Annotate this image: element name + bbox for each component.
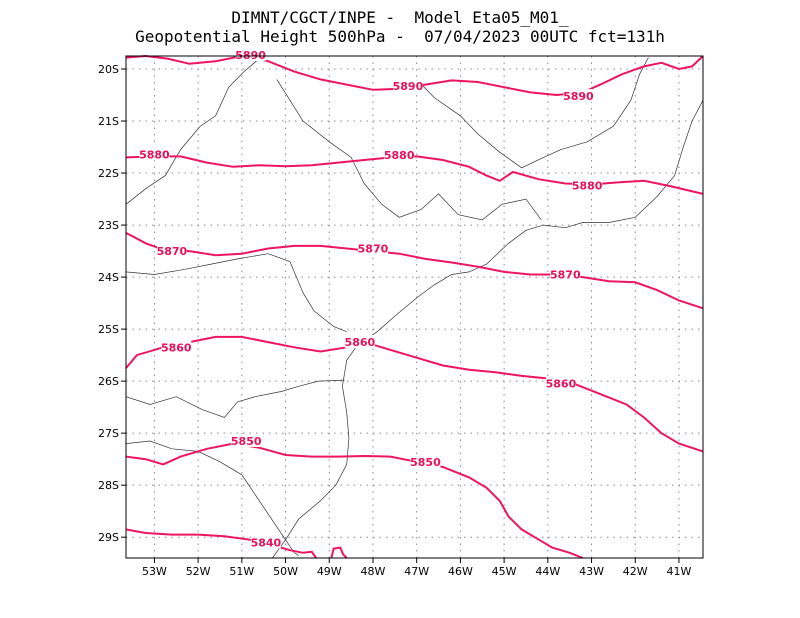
lon-tick-label: 41W [667, 565, 692, 578]
contour-label: 5870 [550, 268, 581, 281]
contour-line-5860 [125, 335, 704, 453]
map-title-line1: DIMNT/CGCT/INPE - Model Eta05_M01_ [231, 8, 569, 27]
contour-label: 5860 [546, 378, 577, 391]
lat-tick-label: 23S [98, 219, 119, 232]
lat-tick-label: 24S [98, 271, 119, 284]
contour-label: 5840 [251, 536, 282, 549]
contour-line-5850 [125, 442, 584, 559]
contour-label: 5880 [572, 180, 603, 193]
state-border-line [125, 253, 347, 333]
contour-label-backing [344, 335, 375, 349]
lon-tick-label: 44W [535, 565, 560, 578]
contour-label-backing [545, 376, 576, 390]
lat-tick-label: 26S [98, 375, 119, 388]
lon-tick-label: 47W [404, 565, 429, 578]
contour-labels: 5890 5890 5890 5880 5880 5880 5870 5870 5870 5860… [139, 47, 603, 549]
state-border-line [416, 57, 649, 169]
contour-label-backing [563, 89, 594, 103]
contour-label: 5850 [410, 456, 441, 469]
lat-tick-label: 20S [98, 63, 119, 76]
lon-tick-label: 43W [579, 565, 604, 578]
lon-tick-label: 51W [229, 565, 254, 578]
axis-ticks: 53W 52W 51W 50W 49W 48W 47W 46W 45W 44W 43W 42W 41W 2… [98, 63, 692, 578]
contour-label: 5890 [563, 90, 594, 103]
lon-tick-label: 48W [361, 565, 386, 578]
lon-tick-label: 49W [317, 565, 342, 578]
contour-label: 5860 [161, 341, 192, 354]
lat-tick-label: 27S [98, 427, 119, 440]
contour-line-5890 [125, 54, 704, 97]
contour-label-backing [392, 79, 423, 93]
contour-label-backing [410, 454, 441, 468]
map-title-line2: Geopotential Height 500hPa - 07/04/2023 … [135, 27, 665, 46]
contour-label-backing [250, 535, 281, 549]
lat-tick-label: 29S [98, 531, 119, 544]
contour-label-backing [139, 147, 170, 161]
state-borders [125, 57, 704, 559]
lon-tick-label: 52W [186, 565, 211, 578]
contour-line-5880 [125, 155, 704, 195]
lat-tick-label: 28S [98, 479, 119, 492]
lat-tick-label: 25S [98, 323, 119, 336]
coastline [272, 100, 704, 559]
contour-label-backing [572, 178, 603, 192]
contour-label: 5850 [231, 435, 262, 448]
contour-label: 5890 [393, 80, 424, 93]
contour-line-5840 [125, 528, 317, 559]
contour-label-backing [384, 147, 415, 161]
contour-label: 5870 [358, 242, 389, 255]
lon-tick-label: 45W [492, 565, 517, 578]
state-border-line [125, 379, 345, 418]
contour-label: 5870 [157, 245, 188, 258]
contour-label-backing [550, 267, 581, 281]
map-frame [125, 55, 704, 559]
contour-fragment [330, 546, 348, 559]
lon-tick-label: 53W [142, 565, 167, 578]
lat-tick-label: 21S [98, 115, 119, 128]
lon-tick-label: 50W [273, 565, 298, 578]
contour-label-backing [156, 244, 187, 258]
grid-lines [126, 56, 703, 558]
contour-label-backing [357, 241, 388, 255]
state-border-line [276, 79, 542, 221]
contour-line-5870 [125, 232, 704, 310]
contour-label: 5860 [345, 336, 376, 349]
contour-label-backing [235, 47, 266, 61]
contour-label: 5880 [139, 148, 170, 161]
contour-label-backing [231, 433, 262, 447]
contour-label-backing [161, 340, 192, 354]
height-contours [125, 54, 704, 559]
contour-label: 5890 [235, 49, 266, 62]
lon-tick-label: 42W [623, 565, 648, 578]
state-border-line [125, 58, 260, 205]
lon-tick-label: 46W [448, 565, 473, 578]
lat-tick-label: 22S [98, 167, 119, 180]
contour-label: 5880 [384, 149, 415, 162]
